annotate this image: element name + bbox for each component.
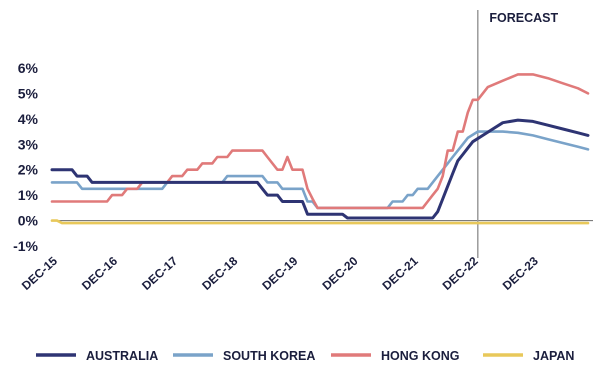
x-tick-label: DEC-19 [259,254,300,293]
x-tick-label: DEC-17 [139,254,180,293]
y-tick-label: 4% [18,111,39,127]
y-tick-label: 6% [18,60,39,76]
y-tick-label: 1% [18,187,39,203]
legend: AUSTRALIA SOUTH KOREA HONG KONG JAPAN [36,349,574,363]
series-lines [50,73,590,225]
series-line-australia [50,118,590,220]
x-tick-label: DEC-23 [500,254,541,293]
x-tick-label: DEC-15 [19,254,60,293]
legend-label: JAPAN [533,349,574,363]
x-tick-label: DEC-21 [380,254,421,293]
y-tick-label: 5% [18,85,39,101]
x-tick-label: DEC-16 [79,254,120,293]
x-tick-label: DEC-18 [199,254,240,293]
y-axis-ticks: 6% 5% 4% 3% 2% 1% 0% -1% [13,60,38,254]
y-tick-label: -1% [13,238,38,254]
legend-label: SOUTH KOREA [223,349,315,363]
series-line-hong-kong [50,73,590,210]
series-line-japan [50,219,590,225]
x-tick-label: DEC-22 [440,254,481,293]
x-tick-label: DEC-20 [319,254,360,293]
legend-label: HONG KONG [381,349,459,363]
x-axis-ticks: DEC-15 DEC-16 DEC-17 DEC-18 DEC-19 DEC-20 DEC-… [19,254,541,293]
forecast-label: FORECAST [489,11,558,25]
legend-label: AUSTRALIA [86,349,158,363]
series-line-south-korea [50,130,590,210]
y-tick-label: 2% [18,162,39,178]
y-tick-label: 3% [18,136,39,152]
y-tick-label: 0% [18,213,39,229]
